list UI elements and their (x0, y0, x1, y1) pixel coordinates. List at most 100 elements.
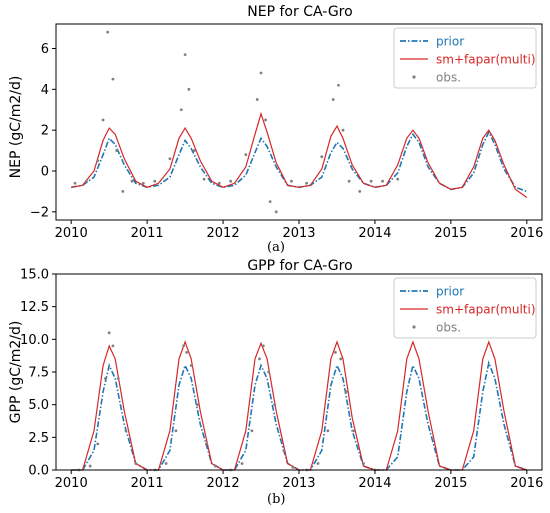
obs-point (182, 344, 185, 348)
caption-a: (a) (267, 240, 285, 255)
obs-point (185, 351, 189, 354)
multi-series-line (71, 111, 528, 198)
x-tick-label: 2016 (510, 476, 543, 491)
obs-point (282, 449, 286, 452)
obs-point (369, 179, 373, 183)
obs-point (187, 87, 191, 91)
obs-point (305, 181, 308, 185)
obs-point (258, 357, 261, 361)
y-tick-label: 6 (41, 42, 49, 57)
obs-point (168, 157, 172, 161)
prior-series-line (71, 130, 528, 193)
x-tick-label: 2010 (55, 226, 88, 241)
obs-point (244, 153, 248, 157)
obs-point (334, 351, 337, 354)
x-tick-label: 2012 (207, 476, 240, 491)
obs-point (96, 159, 100, 163)
obs-point (339, 357, 343, 361)
chart-title: GPP for CA-Gro (247, 258, 352, 274)
obs-point (107, 331, 111, 335)
obs-point (115, 149, 119, 152)
obs-point (204, 442, 208, 446)
x-tick-label: 2016 (510, 226, 543, 241)
x-tick-label: 2014 (358, 476, 391, 491)
obs-point (214, 464, 217, 468)
obs-point (189, 364, 193, 367)
obs-point (274, 210, 278, 214)
x-tick-label: 2010 (55, 476, 88, 491)
y-tick-label: 0 (41, 165, 49, 180)
gpp-chart: GPP for CA-Gro GPP (gC/m2/d) 2010 2011 201… (8, 258, 543, 491)
y-tick-label: 4 (41, 83, 49, 98)
legend-label: prior (436, 35, 464, 49)
obs-point (183, 53, 187, 57)
obs-point (88, 464, 92, 468)
obs-point (341, 128, 345, 132)
y-tick-label: 10.0 (20, 333, 49, 348)
obs-point (134, 462, 138, 465)
y-axis-label: GPP (gC/m2/d) (8, 321, 24, 424)
obs-point (84, 179, 88, 183)
obs-point (264, 118, 267, 122)
obs-point (174, 429, 178, 433)
obs-point (267, 370, 271, 374)
legend-label: sm+fapar(multi) (436, 303, 536, 317)
y-tick-label: 0.0 (28, 464, 49, 479)
obs-point (73, 181, 77, 185)
obs-point (179, 108, 183, 112)
obs-point (261, 344, 265, 348)
obs-point (337, 83, 340, 87)
x-tick-label: 2011 (131, 476, 164, 491)
obs-point (195, 403, 199, 407)
obs-point (240, 462, 244, 465)
x-tick-label: 2011 (131, 226, 164, 241)
obs-point (344, 390, 348, 393)
legend-label: prior (436, 285, 464, 299)
obs-point (268, 200, 272, 204)
x-tick-label: 2013 (282, 226, 315, 241)
obs-point (396, 177, 400, 181)
legend-label: obs. (436, 71, 461, 85)
obs-point (255, 98, 259, 101)
legend-box (393, 277, 537, 339)
obs-point (202, 177, 206, 181)
nep-chart: NEP for CA-Gro NEP (gC/m2/d) 2010 2011 201… (8, 4, 543, 241)
y-tick-label: 5.0 (28, 398, 49, 413)
y-tick-label: 12.5 (20, 300, 49, 315)
y-tick-label: 15.0 (20, 268, 49, 283)
legend-label: obs. (436, 321, 461, 335)
obs-point (291, 465, 295, 469)
obs-point (130, 179, 134, 183)
obs-point (273, 403, 277, 407)
obs-point (352, 429, 356, 433)
obs-point (141, 181, 145, 185)
legend: prior sm+fapar(multi) obs. (393, 277, 537, 339)
caption-b: (b) (267, 492, 286, 507)
obs-point (316, 462, 320, 465)
chart-title: NEP for CA-Gro (247, 4, 352, 20)
obs-point (381, 179, 384, 183)
x-tick-label: 2015 (434, 226, 467, 241)
obs-point (259, 71, 263, 75)
obs-point (320, 155, 324, 159)
obs-point (229, 179, 233, 183)
y-tick-label: 7.5 (28, 366, 49, 381)
legend-marker (412, 75, 416, 79)
obs-point (116, 377, 120, 380)
x-tick-label: 2012 (207, 226, 240, 241)
legend: prior sm+fapar(multi) obs. (393, 27, 537, 89)
y-tick-label: −2 (30, 205, 49, 220)
obs-point (103, 377, 107, 380)
obs-point (101, 118, 105, 122)
legend-label: sm+fapar(multi) (436, 53, 536, 67)
obs-point (347, 179, 351, 183)
obs-point (111, 344, 115, 348)
obs-point (331, 98, 335, 101)
obs-point (217, 181, 221, 185)
x-tick-label: 2014 (358, 226, 391, 241)
obs-point (250, 429, 254, 433)
obs-point (153, 179, 157, 183)
y-tick-label: 2.5 (28, 431, 49, 446)
obs-point (326, 429, 330, 433)
